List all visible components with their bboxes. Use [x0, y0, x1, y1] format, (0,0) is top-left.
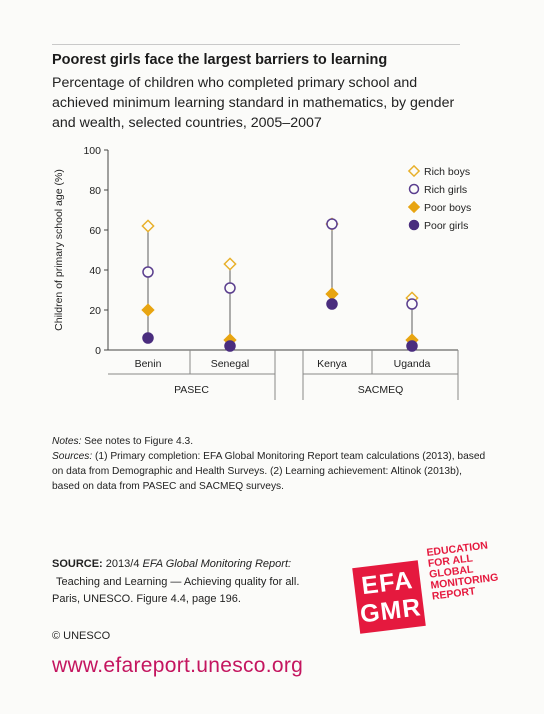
- data-point-rich-girls: [406, 298, 418, 310]
- sources-label: Sources:: [52, 451, 93, 462]
- chart-subtitle: Percentage of children who completed pri…: [52, 75, 455, 131]
- group-label: SACMEQ: [358, 384, 404, 396]
- legend-label: Rich girls: [424, 184, 467, 196]
- sources-text: (1) Primary completion: EFA Global Monit…: [52, 451, 486, 492]
- y-tick-label: 40: [89, 265, 101, 277]
- data-point-poor-girls: [406, 340, 418, 352]
- y-tick-label: 20: [89, 305, 101, 317]
- data-point-poor-girls: [326, 298, 338, 310]
- source-line-2: Teaching and Learning — Achieving qualit…: [56, 575, 300, 588]
- notes-text: See notes to Figure 4.3.: [81, 436, 194, 447]
- efa-gmr-logo: EFA GMR EDUCATION FOR ALL GLOBAL MONITOR…: [352, 539, 506, 638]
- legend-marker: [407, 200, 421, 214]
- category-label: Kenya: [317, 358, 347, 370]
- source-lead: SOURCE:: [52, 558, 103, 570]
- legend-label: Poor girls: [424, 220, 468, 232]
- data-point-rich-boys: [141, 219, 155, 233]
- copyright: © UNESCO: [52, 630, 111, 642]
- data-point-poor-girls: [224, 340, 236, 352]
- notes-block: Notes: See notes to Figure 4.3. Sources:…: [52, 434, 492, 494]
- source-report-name: EFA Global Monitoring Report:: [142, 558, 292, 570]
- website-link[interactable]: www.efareport.unesco.org: [52, 654, 304, 677]
- source-year: 2013/4: [102, 558, 143, 570]
- y-tick-label: 100: [83, 145, 101, 157]
- data-point-rich-girls: [142, 266, 154, 278]
- category-label: Benin: [135, 358, 162, 370]
- group-label: PASEC: [174, 384, 209, 396]
- chart-title: Poorest girls face the largest barriers …: [52, 52, 388, 68]
- notes-label: Notes:: [52, 436, 82, 447]
- legend-marker: [408, 219, 420, 231]
- legend-label: Rich boys: [424, 166, 470, 178]
- source-line-1: SOURCE: 2013/4 EFA Global Monitoring Rep…: [52, 556, 352, 574]
- y-tick-label: 60: [89, 225, 101, 237]
- y-tick-label: 0: [95, 345, 101, 357]
- legend-marker: [408, 183, 420, 195]
- source-line-3: Paris, UNESCO. Figure 4.4, page 196.: [52, 593, 241, 605]
- data-point-rich-girls: [326, 218, 338, 230]
- top-divider: [52, 44, 460, 45]
- data-point-rich-boys: [223, 257, 237, 271]
- logo-text: EDUCATION FOR ALL GLOBAL MONITORING REPO…: [426, 538, 512, 602]
- source-block: SOURCE: 2013/4 EFA Global Monitoring Rep…: [52, 556, 352, 609]
- notes-line: Notes: See notes to Figure 4.3.: [52, 434, 492, 449]
- data-point-poor-girls: [142, 332, 154, 344]
- data-point-rich-girls: [224, 282, 236, 294]
- category-label: Uganda: [394, 358, 431, 370]
- data-point-poor-boys: [325, 287, 339, 301]
- legend-marker: [407, 164, 421, 178]
- logo-mark: EFA GMR: [352, 560, 426, 634]
- y-axis-title: Children of primary school age (%): [53, 169, 65, 331]
- category-label: Senegal: [211, 358, 250, 370]
- y-tick-label: 80: [89, 185, 101, 197]
- legend-label: Poor boys: [424, 202, 471, 214]
- dot-chart: 0 20 40 60 80 100 Children of primary school a…: [53, 145, 471, 400]
- data-point-poor-boys: [141, 303, 155, 317]
- sources-line: Sources: (1) Primary completion: EFA Glo…: [52, 449, 492, 494]
